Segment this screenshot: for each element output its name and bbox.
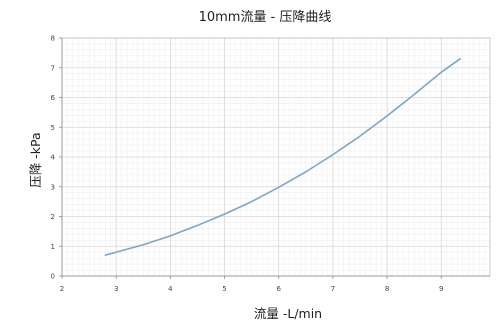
y-tick-label: 2 xyxy=(51,213,55,221)
x-tick-label: 5 xyxy=(222,285,226,293)
y-tick-label: 5 xyxy=(51,124,55,132)
chart-title: 10mm流量 - 压降曲线 xyxy=(199,10,332,25)
y-tick-label: 1 xyxy=(51,243,55,251)
y-tick-label: 4 xyxy=(51,154,56,162)
x-tick-label: 3 xyxy=(114,285,118,293)
x-axis-label: 流量 -L/min xyxy=(254,306,322,321)
tick-labels: 2 3 4 5 6 7 8 9 0 1 2 3 4 5 6 7 8 xyxy=(51,35,444,294)
y-tick-label: 3 xyxy=(51,183,55,191)
y-tick-label: 0 xyxy=(51,273,55,281)
y-tick-label: 8 xyxy=(51,35,55,43)
x-tick-label: 8 xyxy=(385,285,389,293)
series-line-0 xyxy=(104,58,461,256)
y-axis-label: 压降 -kPa xyxy=(28,132,43,187)
y-tick-label: 7 xyxy=(51,64,55,72)
x-tick-label: 6 xyxy=(276,285,281,293)
y-tick-label: 6 xyxy=(51,94,56,102)
x-tick-label: 4 xyxy=(168,285,173,293)
x-tick-label: 7 xyxy=(331,285,335,293)
x-tick-label: 2 xyxy=(60,285,64,293)
series-group xyxy=(104,58,461,256)
grid xyxy=(61,37,491,277)
x-tick-label: 9 xyxy=(439,285,443,293)
